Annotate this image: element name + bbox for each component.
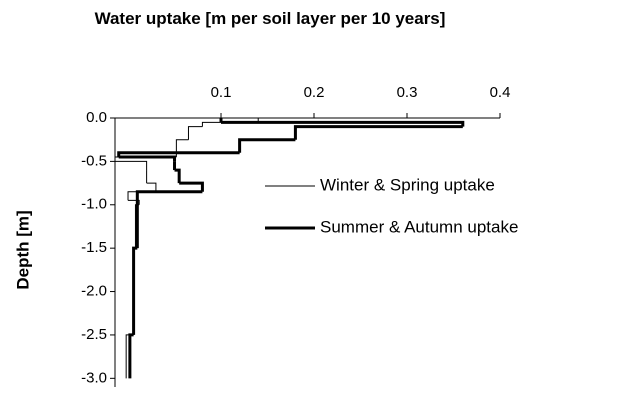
x-tick-label: 0.1 <box>211 84 232 101</box>
uptake-step <box>132 246 138 335</box>
legend-label: Summer & Autumn uptake <box>320 217 518 236</box>
uptake-step <box>187 126 203 140</box>
x-tick-label: 0.2 <box>304 84 325 101</box>
y-tick-label: -1.5 <box>81 239 107 256</box>
uptake-step <box>118 155 177 162</box>
uptake-step <box>175 139 189 153</box>
x-tick-label: 0.4 <box>490 84 511 101</box>
y-tick-label: -2.5 <box>81 326 107 343</box>
uptake-step <box>128 333 134 379</box>
x-tick-label: 0.3 <box>397 84 418 101</box>
y-tick-label: -0.5 <box>81 152 107 169</box>
uptake-step <box>221 120 465 127</box>
chart-title: Water uptake [m per soil layer per 10 ye… <box>94 9 446 28</box>
y-tick-label: -1.0 <box>81 196 107 213</box>
uptake-step <box>146 182 157 192</box>
legend-label: Winter & Spring uptake <box>320 175 495 194</box>
uptake-step <box>128 199 140 205</box>
y-tick-label: -2.0 <box>81 283 107 300</box>
uptake-step <box>179 181 204 192</box>
uptake-step <box>238 138 296 153</box>
uptake-step <box>174 168 181 184</box>
y-tick-label: -3.0 <box>81 369 107 386</box>
uptake-step <box>135 190 203 201</box>
uptake-step <box>115 160 148 171</box>
y-tick-label: 0.0 <box>86 109 107 126</box>
y-axis-label: Depth [m] <box>13 210 32 289</box>
uptake-step <box>293 125 463 140</box>
